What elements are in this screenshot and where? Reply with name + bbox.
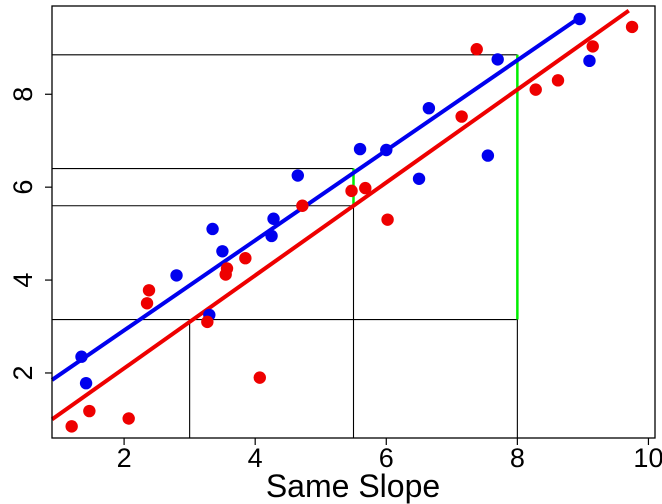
data-point (79, 376, 93, 390)
data-point (216, 245, 229, 258)
data-point (583, 54, 596, 68)
fit-lines (50, 9, 630, 422)
data-point (253, 371, 266, 384)
y-tick-label: 8 (8, 87, 38, 102)
data-point (551, 74, 565, 87)
data-point (65, 420, 78, 433)
x-tick-label: 6 (379, 443, 394, 473)
y-tick-label: 6 (8, 180, 38, 195)
data-point (380, 143, 393, 157)
x-tick-label: 2 (117, 443, 132, 473)
y-tick-label: 2 (8, 365, 38, 380)
data-point (359, 181, 372, 195)
data-point (625, 20, 639, 34)
data-point (381, 213, 394, 226)
x-axis: 2 4 6 8 10 (117, 438, 662, 473)
fit-line (50, 9, 630, 422)
data-point (140, 297, 154, 310)
data-point (142, 284, 156, 297)
y-tick-label: 4 (8, 273, 38, 288)
data-point (75, 350, 88, 363)
x-axis-title: Same Slope (266, 468, 440, 504)
data-point (345, 184, 358, 198)
data-point (291, 169, 304, 182)
x-tick-label: 4 (248, 443, 263, 473)
data-point (122, 412, 135, 425)
data-points (65, 12, 639, 433)
data-point (83, 404, 96, 418)
data-point (481, 149, 495, 162)
data-point (220, 262, 234, 275)
data-point (470, 43, 483, 56)
data-point (455, 110, 468, 123)
x-tick-label: 10 (633, 443, 662, 473)
data-point (206, 222, 219, 236)
x-tick-label: 8 (510, 443, 525, 473)
data-point (422, 101, 436, 115)
plot-frame (51, 5, 656, 439)
data-point (573, 12, 586, 26)
data-point (353, 142, 367, 156)
data-point (201, 315, 214, 329)
data-point (529, 83, 542, 96)
data-point (491, 53, 504, 66)
data-point (239, 252, 252, 265)
data-point (412, 172, 426, 185)
data-point (586, 40, 599, 53)
y-axis: 2 4 6 8 (8, 87, 52, 380)
data-point (265, 229, 278, 243)
data-point (170, 269, 183, 282)
fit-line (50, 13, 585, 382)
data-point (296, 199, 309, 212)
data-point (267, 212, 280, 225)
